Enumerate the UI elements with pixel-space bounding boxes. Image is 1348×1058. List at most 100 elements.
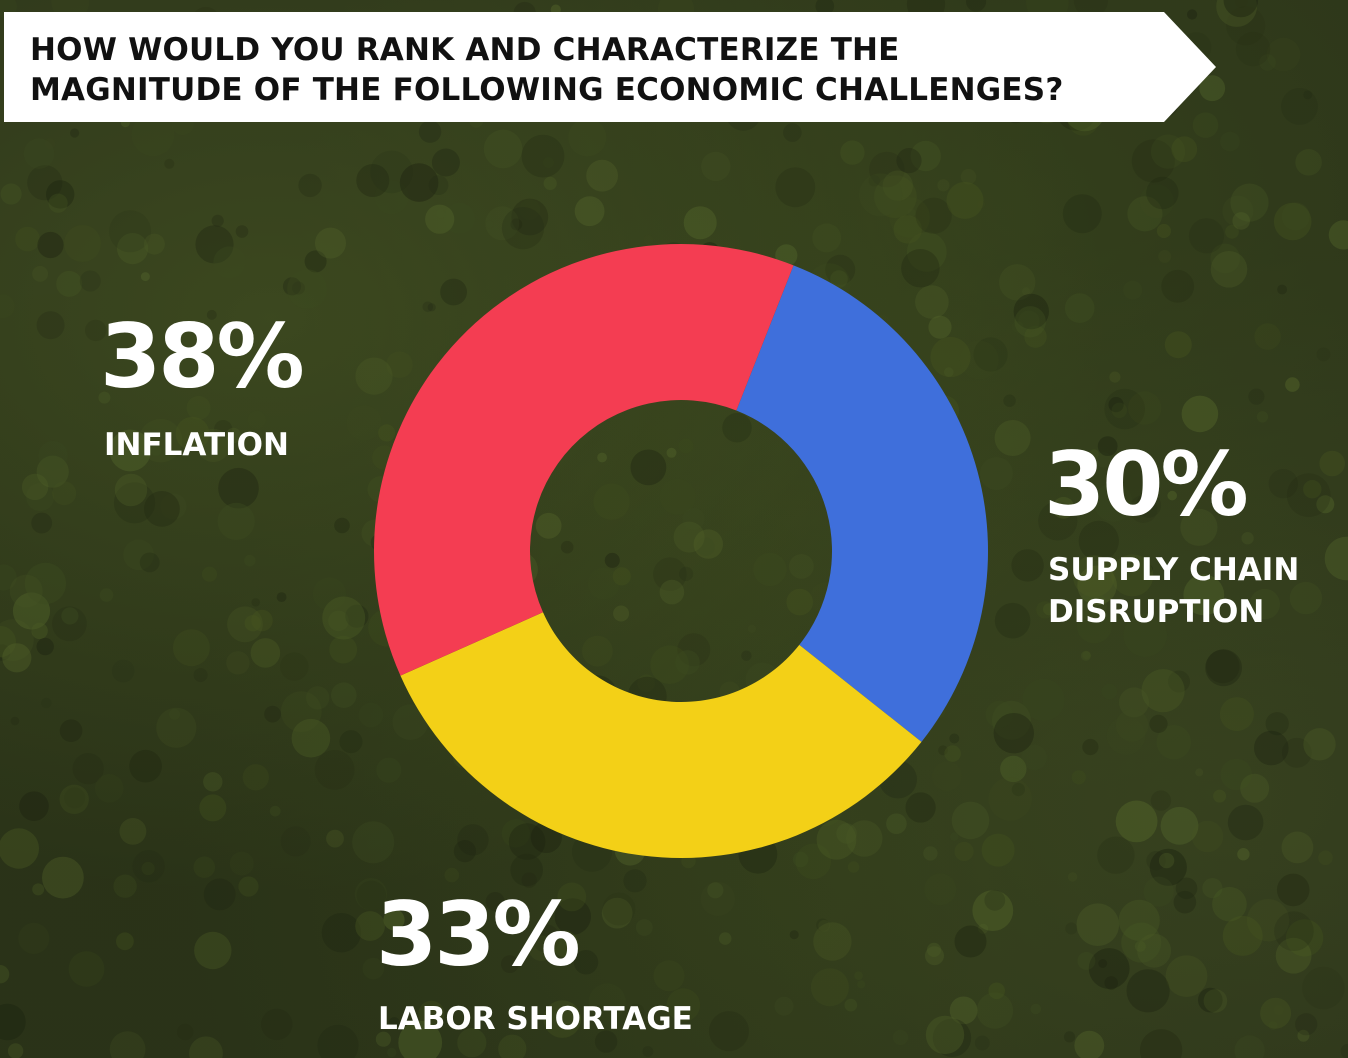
foliage-blotch [312, 577, 346, 611]
foliage-blotch [521, 872, 537, 888]
foliage-blotch [923, 846, 938, 861]
foliage-blotch [355, 357, 393, 395]
foliage-blotch [485, 206, 520, 241]
foliage-blotch [355, 911, 385, 941]
foliage-blotch [304, 250, 327, 273]
foliage-blotch [292, 281, 305, 295]
foliage-blotch [139, 552, 160, 573]
foliage-blotch [1076, 608, 1112, 644]
foliage-blotch [132, 850, 165, 883]
foliage-blotch [1011, 549, 1044, 582]
foliage-blotch [119, 818, 147, 845]
foliage-blotch [1285, 919, 1324, 957]
foliage-blotch [1011, 321, 1024, 333]
foliage-blotch [535, 512, 562, 539]
foliage-blotch [193, 856, 216, 878]
inflation-category-label: INFLATION [104, 424, 289, 466]
foliage-blotch [314, 750, 355, 790]
banner-arrow-shape [4, 12, 1216, 122]
foliage-blotch [1286, 473, 1331, 518]
foliage-blotch [501, 207, 545, 250]
foliage-blotch [1043, 603, 1055, 616]
foliage-blotch [1220, 758, 1253, 791]
foliage-blotch [1077, 565, 1117, 606]
foliage-blotch [1191, 820, 1224, 853]
foliage-blotch [425, 204, 455, 234]
foliage-blotch [830, 270, 848, 288]
foliage-blotch [508, 823, 546, 860]
foliage-blotch [587, 567, 620, 600]
foliage-blotch [1168, 670, 1190, 693]
foliage-blotch [1213, 789, 1227, 803]
foliage-blotch [937, 179, 950, 192]
supply-chain-label-line-1: SUPPLY CHAIN [1048, 552, 1300, 588]
foliage-blotch [1143, 876, 1174, 907]
foliage-blotch [1074, 1030, 1105, 1058]
foliage-blotch [1256, 411, 1269, 423]
foliage-blotch [1101, 683, 1118, 700]
foliage-blotch [48, 193, 68, 213]
foliage-blotch [972, 890, 1014, 931]
foliage-blotch [1240, 773, 1270, 803]
foliage-blotch [511, 198, 549, 236]
foliage-blotch [978, 923, 989, 934]
foliage-blotch [199, 794, 227, 822]
foliage-blotch [1254, 730, 1289, 766]
foliage-blotch [612, 567, 631, 586]
foliage-blotch [1088, 948, 1130, 989]
foliage-blotch [653, 557, 687, 591]
foliage-blotch [501, 955, 519, 973]
foliage-blotch [1173, 890, 1197, 914]
foliage-blotch [193, 668, 208, 683]
foliage-blotch [52, 481, 77, 506]
foliage-blotch [141, 861, 155, 876]
foliage-blotch [0, 965, 10, 984]
foliage-blotch [1254, 323, 1281, 350]
foliage-blotch [1129, 495, 1158, 523]
foliage-blotch [1160, 806, 1199, 845]
foliage-blotch [1206, 649, 1240, 684]
foliage-blotch [1265, 712, 1289, 736]
foliage-blotch [27, 165, 63, 201]
foliage-blotch [1082, 651, 1091, 660]
foliage-blotch [1220, 131, 1240, 152]
foliage-blotch [306, 686, 330, 710]
foliage-blotch [718, 932, 732, 945]
foliage-blotch [560, 540, 574, 554]
foliage-blotch [244, 615, 261, 632]
foliage-blotch [46, 180, 75, 209]
foliage-blotch [109, 1031, 146, 1058]
foliage-blotch [431, 148, 460, 177]
foliage-blotch [1014, 306, 1046, 338]
foliage-blotch [1109, 371, 1121, 383]
foliage-blotch [38, 440, 68, 471]
foliage-blotch [298, 173, 322, 198]
foliage-blotch [1297, 1029, 1310, 1042]
foliage-blotch [235, 225, 249, 238]
foliage-blotch [156, 707, 197, 748]
foliage-blotch [1021, 744, 1047, 770]
foliage-blotch [1097, 836, 1135, 874]
foliage-blotch [1281, 831, 1314, 864]
foliage-blotch [1022, 678, 1065, 722]
foliage-blotch [1295, 149, 1322, 176]
foliage-blotch [925, 1015, 965, 1055]
foliage-blotch [519, 199, 541, 221]
foliage-blotch [1127, 196, 1163, 232]
foliage-blotch [906, 232, 947, 272]
foliage-blotch [0, 183, 22, 205]
foliage-blotch [675, 650, 700, 675]
foliage-blotch [1223, 0, 1259, 18]
foliage-blotch [601, 897, 633, 929]
foliage-blotch [543, 157, 554, 168]
foliage-blotch [282, 277, 302, 296]
foliage-blotch [1024, 325, 1047, 348]
foliage-blotch [1181, 395, 1219, 433]
foliage-blotch [36, 311, 65, 340]
foliage-blotch [949, 733, 960, 744]
foliage-blotch [85, 319, 107, 342]
foliage-blotch [2, 643, 32, 673]
foliage-blotch [37, 231, 64, 259]
foliage-blotch [1210, 243, 1240, 274]
foliage-blotch [143, 233, 165, 255]
